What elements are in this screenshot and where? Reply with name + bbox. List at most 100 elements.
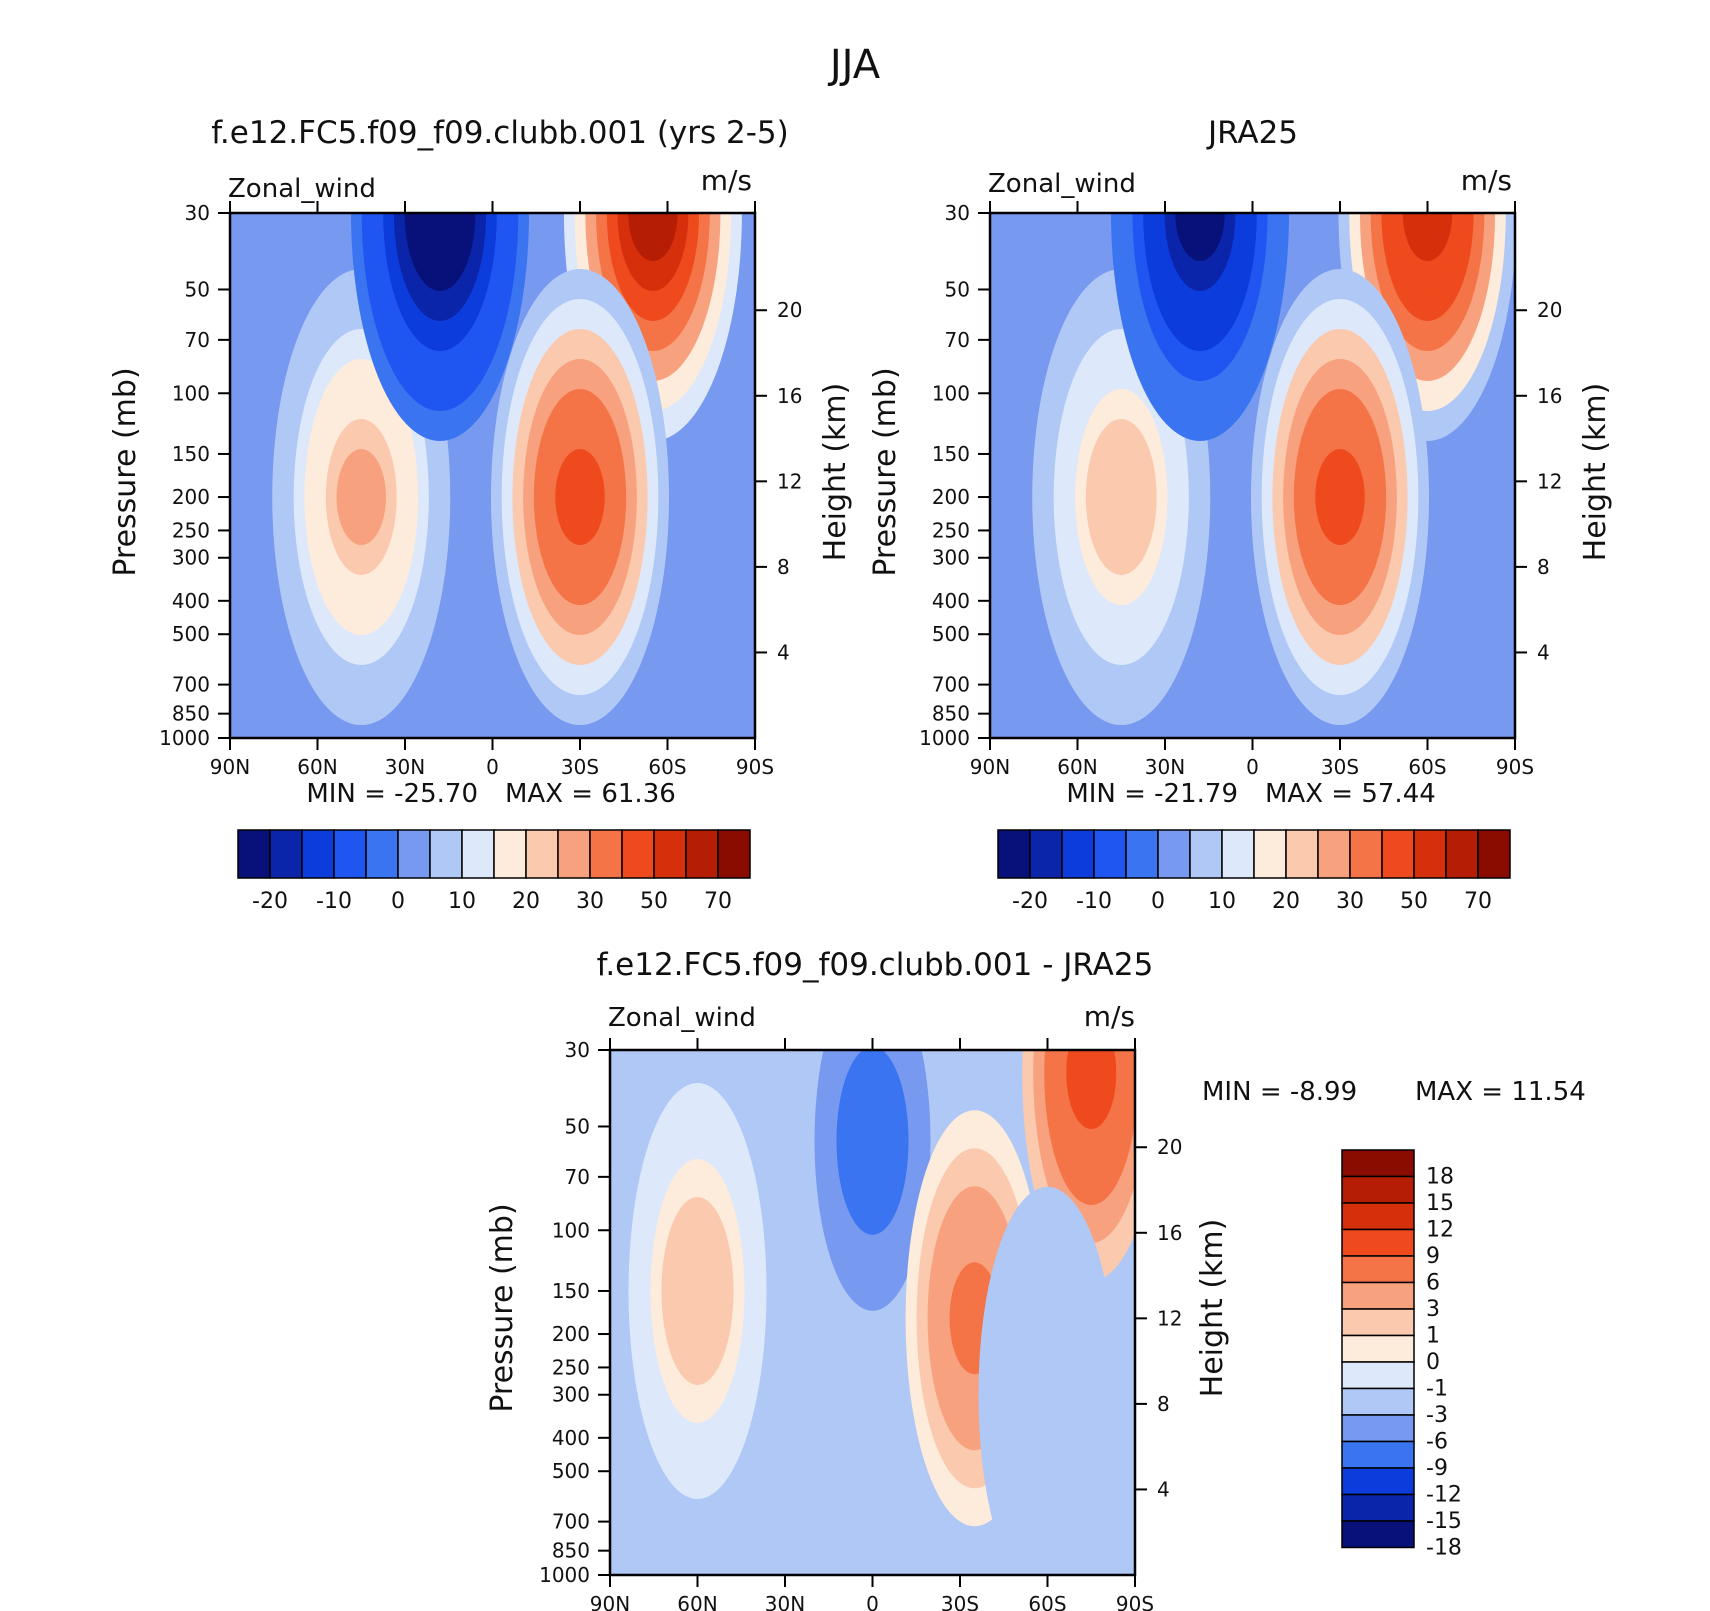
- y-tick-label: 50: [565, 1114, 590, 1138]
- y2-tick-label: 20: [1537, 298, 1562, 322]
- y-tick-label: 50: [185, 277, 210, 301]
- field: [230, 213, 755, 738]
- units-label: m/s: [701, 164, 752, 197]
- colorbar-box: [653, 829, 687, 879]
- units-label: m/s: [1084, 1000, 1135, 1033]
- colorbar-box: [1341, 1202, 1415, 1231]
- y-tick-label: 300: [172, 546, 210, 570]
- colorbar-label: -10: [1076, 889, 1112, 914]
- y-tick-label: 1000: [159, 726, 210, 750]
- colorbar-label: 10: [448, 889, 476, 914]
- colorbar-label: -15: [1426, 1509, 1462, 1534]
- y-tick-label: 400: [552, 1426, 590, 1450]
- colorbar-label: 50: [1400, 889, 1428, 914]
- y2-tick-label: 8: [1157, 1392, 1170, 1416]
- y-tick-label: 100: [172, 381, 210, 405]
- panel-title: f.e12.FC5.f09_f09.clubb.001 (yrs 2-5): [211, 115, 788, 151]
- colorbar-box: [1349, 829, 1383, 879]
- x-tick-label: 60S: [1408, 755, 1446, 779]
- max-stat: MAX = 61.36: [505, 779, 676, 809]
- panel-model: f.e12.FC5.f09_f09.clubb.001 (yrs 2-5) Zo…: [108, 115, 853, 914]
- colorbar-box: [1341, 1440, 1415, 1469]
- colorbar-box: [365, 829, 399, 879]
- x-tick-label: 60S: [1028, 1592, 1066, 1611]
- colorbar-label: -3: [1426, 1403, 1448, 1428]
- y-axis-label: Pressure (mb): [868, 367, 903, 576]
- colorbar-box: [1381, 829, 1415, 879]
- x-tick-label: 60N: [297, 755, 337, 779]
- colorbar-label: -12: [1426, 1483, 1462, 1508]
- y2-tick-label: 12: [1537, 469, 1562, 493]
- y2-tick-label: 12: [1157, 1306, 1182, 1330]
- colorbar-box: [1125, 829, 1159, 879]
- colorbar-box: [1341, 1281, 1415, 1310]
- y2-tick-label: 8: [1537, 555, 1550, 579]
- colorbar-label: -20: [1012, 889, 1048, 914]
- colorbar-label: 15: [1426, 1191, 1454, 1216]
- colorbar-label: -10: [316, 889, 352, 914]
- colorbar-box: [301, 829, 335, 879]
- contour-westerly-jet-0: [336, 449, 386, 546]
- colorbar-box: [1317, 829, 1351, 879]
- colorbar-box: [1341, 1493, 1415, 1522]
- colorbar-label: 70: [1464, 889, 1492, 914]
- y2-tick-label: 12: [777, 469, 802, 493]
- colorbar-label: 0: [1151, 889, 1165, 914]
- colorbar-box: [461, 829, 495, 879]
- min-stat: MIN = -21.79: [1066, 779, 1238, 809]
- colorbar-box: [1341, 1334, 1415, 1363]
- y-tick-label: 70: [565, 1165, 590, 1189]
- colorbar-box: [1341, 1387, 1415, 1416]
- colorbar-box: [557, 829, 591, 879]
- colorbar-box: [589, 829, 623, 879]
- y-tick-label: 700: [552, 1510, 590, 1534]
- colorbar: -20 -10 0 10 20 30 50 70: [997, 829, 1511, 914]
- contour-subtropical-jet-2: [1315, 449, 1365, 546]
- y2-tick-label: 4: [1157, 1477, 1170, 1501]
- colorbar-box: [1029, 829, 1063, 879]
- y-tick-label: 250: [172, 518, 210, 542]
- y-tick-label: 30: [565, 1038, 590, 1062]
- y2-tick-label: 16: [1537, 384, 1562, 408]
- y-tick-label: 400: [172, 589, 210, 613]
- y2-axis-label: Height (km): [818, 383, 853, 562]
- colorbar-label: 10: [1208, 889, 1236, 914]
- x-tick-label: 0: [866, 1592, 879, 1611]
- colorbar-label: -20: [252, 889, 288, 914]
- y2-axis-label: Height (km): [1578, 383, 1613, 562]
- colorbar-box: [1157, 829, 1191, 879]
- x-tick-label: 90N: [590, 1592, 630, 1611]
- y2-tick-label: 20: [1157, 1135, 1182, 1159]
- colorbar-box: [1341, 1228, 1415, 1257]
- y-tick-label: 200: [932, 485, 970, 509]
- colorbar-box: [1341, 1175, 1415, 1204]
- colorbar-box: [1413, 829, 1447, 879]
- y-tick-label: 200: [552, 1322, 590, 1346]
- colorbar-box: [621, 829, 655, 879]
- colorbar-label: 18: [1426, 1165, 1454, 1190]
- y-tick-label: 400: [932, 589, 970, 613]
- x-tick-label: 30S: [1321, 755, 1359, 779]
- colorbar-box: [1341, 1520, 1415, 1549]
- colorbar-box: [333, 829, 367, 879]
- colorbar-box: [1253, 829, 1287, 879]
- contour-southern-winter-jet-1: [628, 213, 678, 261]
- colorbar-label: -18: [1426, 1536, 1462, 1561]
- colorbar-label: 1: [1426, 1324, 1440, 1349]
- y-tick-label: 150: [172, 442, 210, 466]
- figure-title: JJA: [827, 42, 881, 88]
- y2-tick-label: 16: [777, 384, 802, 408]
- y2-tick-label: 8: [777, 555, 790, 579]
- colorbar-box: [1477, 829, 1511, 879]
- y-tick-label: 1000: [919, 726, 970, 750]
- colorbar-box: [1341, 1361, 1415, 1390]
- colorbar-box: [1341, 1467, 1415, 1496]
- variable-label: Zonal_wind: [228, 174, 376, 204]
- contour-negative-1: [847, 1084, 898, 1197]
- x-tick-label: 30N: [1145, 755, 1185, 779]
- y-tick-label: 500: [932, 622, 970, 646]
- colorbar-box: [525, 829, 559, 879]
- x-tick-label: 90N: [970, 755, 1010, 779]
- y-tick-label: 150: [552, 1279, 590, 1303]
